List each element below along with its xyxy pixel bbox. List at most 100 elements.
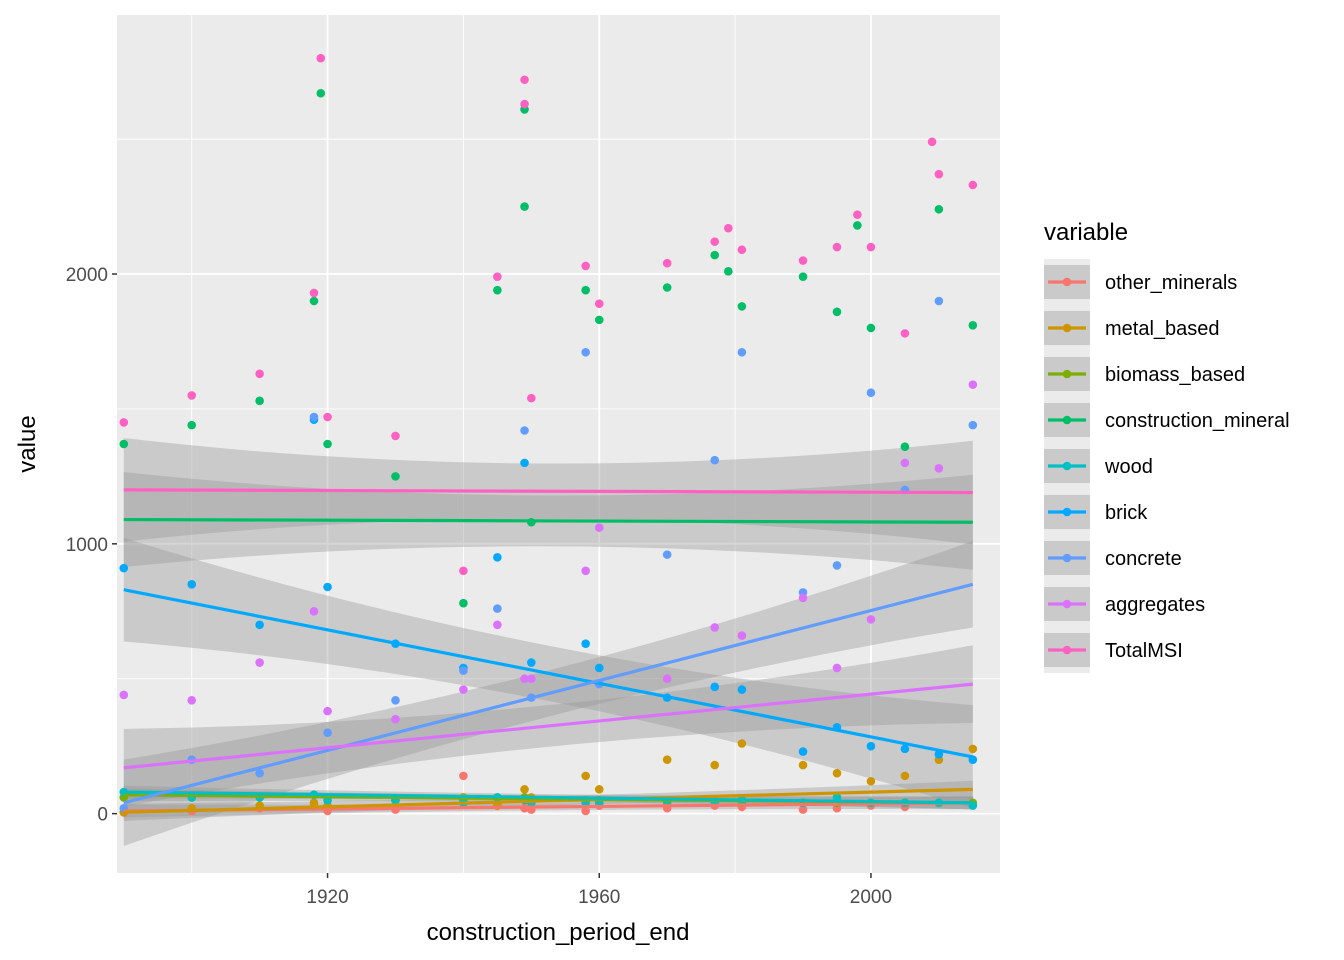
data-point bbox=[853, 210, 862, 219]
data-point bbox=[119, 418, 129, 427]
legend-label: concrete bbox=[1105, 548, 1182, 570]
data-point bbox=[798, 593, 808, 603]
legend-title: variable bbox=[1044, 219, 1128, 246]
trend-line bbox=[123, 682, 973, 770]
data-point bbox=[255, 658, 264, 667]
data-point bbox=[391, 472, 400, 481]
legend-label: aggregates bbox=[1105, 594, 1205, 616]
data-point bbox=[187, 580, 197, 589]
data-point bbox=[187, 391, 197, 400]
data-point bbox=[737, 245, 747, 255]
x-tick-label: 2000 bbox=[850, 887, 892, 908]
data-point bbox=[527, 658, 536, 667]
data-point bbox=[900, 329, 910, 338]
data-point bbox=[737, 739, 747, 748]
data-point bbox=[737, 347, 747, 357]
legend-label: wood bbox=[1104, 456, 1153, 478]
data-point bbox=[527, 674, 536, 684]
data-point bbox=[119, 690, 129, 700]
data-point bbox=[968, 380, 978, 389]
data-point bbox=[737, 685, 747, 694]
data-point bbox=[581, 771, 590, 781]
trend-line bbox=[123, 790, 973, 805]
data-point bbox=[119, 439, 129, 449]
data-point bbox=[900, 771, 910, 781]
data-point bbox=[934, 463, 944, 473]
data-point bbox=[316, 88, 326, 98]
trend-line bbox=[123, 582, 974, 805]
legend: variable other_minerals metal_basedbiomas… bbox=[1044, 219, 1290, 673]
data-point bbox=[866, 615, 876, 624]
data-point bbox=[832, 663, 842, 673]
data-point bbox=[737, 631, 747, 640]
data-point bbox=[662, 755, 672, 764]
legend-key-point bbox=[1062, 507, 1072, 517]
trend-line bbox=[123, 787, 973, 814]
data-point bbox=[968, 744, 978, 754]
data-point bbox=[737, 302, 747, 311]
data-point bbox=[968, 320, 978, 330]
data-point bbox=[255, 396, 264, 406]
data-point bbox=[255, 768, 264, 778]
legend-label: construction_mineral bbox=[1105, 410, 1290, 432]
data-point bbox=[710, 455, 720, 465]
legend-key-point bbox=[1062, 323, 1072, 333]
data-point bbox=[710, 237, 720, 246]
data-point bbox=[594, 523, 604, 532]
data-point bbox=[934, 296, 944, 306]
data-point bbox=[832, 768, 842, 778]
data-point bbox=[662, 674, 672, 684]
data-point bbox=[866, 242, 876, 252]
legend-label: biomass_based bbox=[1105, 364, 1245, 386]
minor-gridlines bbox=[117, 15, 1000, 873]
data-point bbox=[520, 426, 529, 435]
data-point bbox=[459, 566, 468, 576]
data-point bbox=[581, 347, 590, 357]
x-tick-label: 1960 bbox=[578, 887, 620, 908]
data-point bbox=[581, 285, 590, 295]
data-point bbox=[662, 550, 672, 559]
data-point bbox=[662, 283, 672, 292]
x-tick-label: 1920 bbox=[306, 887, 348, 908]
data-point bbox=[527, 393, 536, 403]
data-point bbox=[866, 388, 876, 398]
data-point bbox=[459, 666, 468, 675]
y-axis-ticks: 0 1000 2000 bbox=[66, 265, 117, 826]
data-point bbox=[594, 299, 604, 308]
data-point bbox=[934, 169, 944, 179]
data-point bbox=[493, 604, 502, 613]
data-point bbox=[798, 256, 808, 265]
data-point bbox=[724, 267, 733, 276]
data-point bbox=[323, 412, 332, 422]
data-point bbox=[493, 272, 502, 282]
data-point bbox=[832, 561, 842, 570]
trend-line bbox=[123, 588, 974, 759]
data-point bbox=[255, 620, 264, 630]
data-point bbox=[309, 296, 319, 306]
x-axis-ticks: 1920 1960 2000 bbox=[306, 873, 892, 908]
data-point bbox=[520, 75, 529, 85]
data-point bbox=[493, 553, 502, 562]
data-point bbox=[520, 99, 529, 109]
data-point bbox=[710, 623, 720, 632]
trend-lines bbox=[123, 488, 974, 814]
data-point bbox=[520, 674, 529, 684]
data-point bbox=[866, 323, 876, 333]
data-point bbox=[900, 458, 910, 468]
legend-label: metal_based bbox=[1105, 318, 1220, 340]
data-point bbox=[323, 582, 332, 592]
data-point bbox=[710, 760, 720, 770]
data-point bbox=[594, 315, 604, 325]
legend-key-point bbox=[1062, 599, 1072, 609]
data-point bbox=[309, 288, 319, 298]
data-point bbox=[520, 785, 529, 794]
legend-label: other_minerals bbox=[1105, 272, 1237, 294]
y-tick-label: 2000 bbox=[66, 265, 108, 286]
data-point bbox=[309, 606, 319, 616]
trend-line bbox=[123, 517, 973, 524]
data-point bbox=[520, 458, 529, 468]
y-tick-label: 1000 bbox=[66, 535, 108, 556]
legend-key-point bbox=[1062, 645, 1072, 655]
x-axis-title: construction_period_end bbox=[427, 919, 690, 946]
data-point bbox=[662, 258, 672, 268]
